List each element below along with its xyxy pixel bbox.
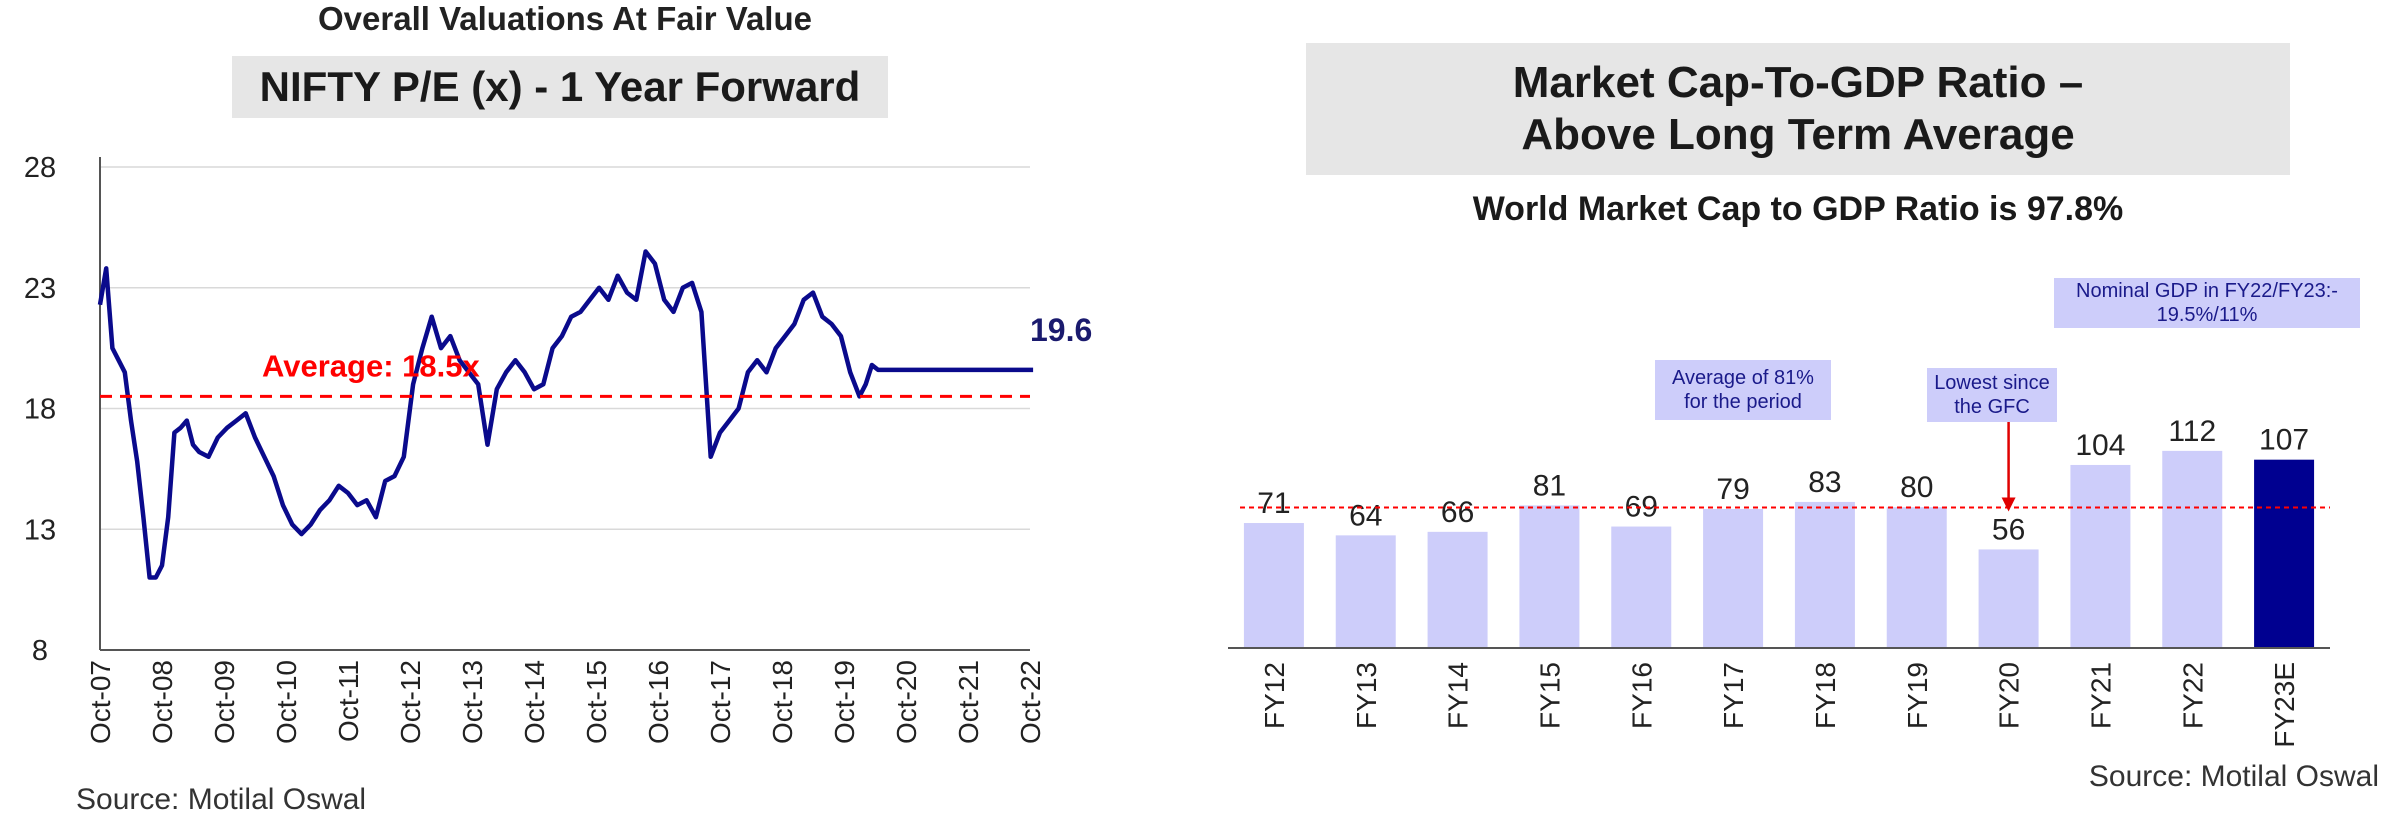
last-value-label: 19.6 bbox=[1030, 312, 1092, 348]
category-label: FY13 bbox=[1351, 662, 1382, 729]
average-label: Average: 18.5x bbox=[262, 348, 480, 383]
left-source: Source: Motilal Oswal bbox=[76, 783, 367, 816]
bar-value-label: 56 bbox=[1992, 513, 2025, 546]
left-super-title: Overall Valuations At Fair Value bbox=[318, 0, 812, 37]
lowest-note-line1: Lowest since bbox=[1934, 372, 2050, 394]
bar bbox=[1243, 523, 1304, 648]
x-tick-label: Oct-09 bbox=[209, 660, 240, 744]
bar-value-label: 104 bbox=[2075, 429, 2125, 462]
category-label: FY16 bbox=[1626, 662, 1657, 729]
x-tick-label: Oct-16 bbox=[643, 660, 674, 744]
right-title-line1: Market Cap-To-GDP Ratio – bbox=[1512, 58, 2084, 107]
x-tick-label: Oct-18 bbox=[767, 660, 798, 744]
x-tick-label: Oct-15 bbox=[581, 660, 612, 744]
average-note: Average of 81% for the period bbox=[1655, 360, 1831, 420]
x-tick-label: Oct-08 bbox=[147, 660, 178, 744]
category-label: FY18 bbox=[1810, 662, 1841, 729]
x-tick-label: Oct-21 bbox=[953, 660, 984, 744]
pe-series-line bbox=[97, 249, 1034, 580]
bar bbox=[2254, 459, 2315, 648]
x-tick-label: Oct-12 bbox=[395, 660, 426, 744]
lowest-note-line2: the GFC bbox=[1954, 396, 2030, 418]
bar-value-label: 64 bbox=[1349, 499, 1382, 532]
x-tick-label: Oct-17 bbox=[705, 660, 736, 744]
bar-value-label: 81 bbox=[1533, 469, 1566, 502]
category-label: FY23E bbox=[2269, 662, 2300, 748]
y-tick-label: 23 bbox=[24, 273, 56, 305]
left-chart-title: NIFTY P/E (x) - 1 Year Forward bbox=[232, 56, 888, 118]
bar bbox=[1611, 526, 1672, 648]
y-tick-label: 28 bbox=[24, 152, 56, 184]
y-tick-label: 8 bbox=[32, 635, 48, 667]
right-chart-title: Market Cap-To-GDP Ratio – Above Long Ter… bbox=[1306, 43, 2290, 175]
bar bbox=[1519, 505, 1580, 648]
right-chart-subtitle: World Market Cap to GDP Ratio is 97.8% bbox=[1472, 190, 2124, 228]
x-tick-label: Oct-20 bbox=[891, 660, 922, 744]
lowest-arrow-head bbox=[2001, 497, 2016, 512]
category-label: FY12 bbox=[1259, 662, 1290, 729]
x-tick-label: Oct-11 bbox=[333, 660, 364, 742]
bar-value-label: 112 bbox=[2168, 415, 2216, 448]
x-tick-label: Oct-22 bbox=[1015, 660, 1046, 744]
bar-value-label: 79 bbox=[1716, 473, 1749, 506]
bar bbox=[1978, 549, 2039, 648]
nominal-gdp-note-text: Nominal GDP in FY22/FY23:- 19.5%/11% bbox=[2076, 280, 2338, 326]
bar bbox=[1794, 501, 1855, 648]
y-tick-label: 18 bbox=[24, 394, 56, 426]
nominal-gdp-note: Nominal GDP in FY22/FY23:- 19.5%/11% bbox=[2054, 278, 2360, 328]
right-title-line2: Above Long Term Average bbox=[1521, 110, 2075, 159]
right-source: Source: Motilal Oswal bbox=[2088, 760, 2379, 793]
lowest-note: Lowest since the GFC bbox=[1927, 368, 2057, 422]
bar-value-label: 83 bbox=[1808, 466, 1841, 499]
average-note-line1: Average of 81% bbox=[1672, 367, 1814, 389]
bar-value-label: 107 bbox=[2259, 424, 2309, 457]
bar-value-label: 80 bbox=[1900, 471, 1933, 504]
category-label: FY14 bbox=[1443, 662, 1474, 729]
x-tick-label: Oct-10 bbox=[271, 660, 302, 744]
category-label: FY22 bbox=[2177, 662, 2208, 729]
category-label: FY19 bbox=[1902, 662, 1933, 729]
x-tick-label: Oct-13 bbox=[457, 660, 488, 744]
category-label: FY21 bbox=[2085, 662, 2116, 729]
x-tick-label: Oct-19 bbox=[829, 660, 860, 744]
average-note-line2: for the period bbox=[1684, 391, 1802, 413]
x-tick-label: Oct-07 bbox=[85, 660, 116, 744]
bar bbox=[1427, 531, 1488, 648]
y-tick-label: 13 bbox=[24, 514, 56, 546]
x-tick-label: Oct-14 bbox=[519, 660, 550, 744]
bar-value-label: 66 bbox=[1441, 496, 1474, 529]
category-label: FY15 bbox=[1534, 662, 1565, 729]
bar bbox=[2070, 464, 2131, 648]
bar bbox=[1335, 535, 1396, 648]
bar bbox=[1886, 507, 1947, 648]
bar bbox=[2162, 450, 2223, 648]
category-label: FY20 bbox=[1994, 662, 2025, 729]
bar-value-label: 71 bbox=[1257, 487, 1290, 520]
bar bbox=[1703, 508, 1764, 648]
category-label: FY17 bbox=[1718, 662, 1749, 729]
